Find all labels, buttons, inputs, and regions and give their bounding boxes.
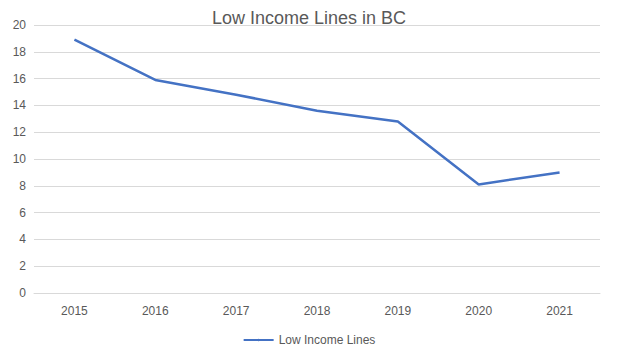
svg-text:2021: 2021 [546,304,573,318]
svg-text:8: 8 [19,179,26,193]
svg-text:6: 6 [19,206,26,220]
svg-text:16: 16 [13,72,27,86]
svg-text:12: 12 [13,125,27,139]
svg-text:2: 2 [19,259,26,273]
svg-text:4: 4 [19,232,26,246]
svg-text:18: 18 [13,45,27,59]
svg-text:2016: 2016 [142,304,169,318]
svg-text:Low Income Lines: Low Income Lines [279,333,376,347]
svg-text:2018: 2018 [304,304,331,318]
svg-text:Low Income Lines in BC: Low Income Lines in BC [212,8,406,28]
svg-text:10: 10 [13,152,27,166]
svg-text:0: 0 [19,286,26,300]
svg-text:2015: 2015 [61,304,88,318]
svg-text:20: 20 [13,18,27,32]
svg-text:2019: 2019 [385,304,412,318]
svg-text:14: 14 [13,98,27,112]
svg-text:2017: 2017 [223,304,250,318]
svg-text:2020: 2020 [465,304,492,318]
